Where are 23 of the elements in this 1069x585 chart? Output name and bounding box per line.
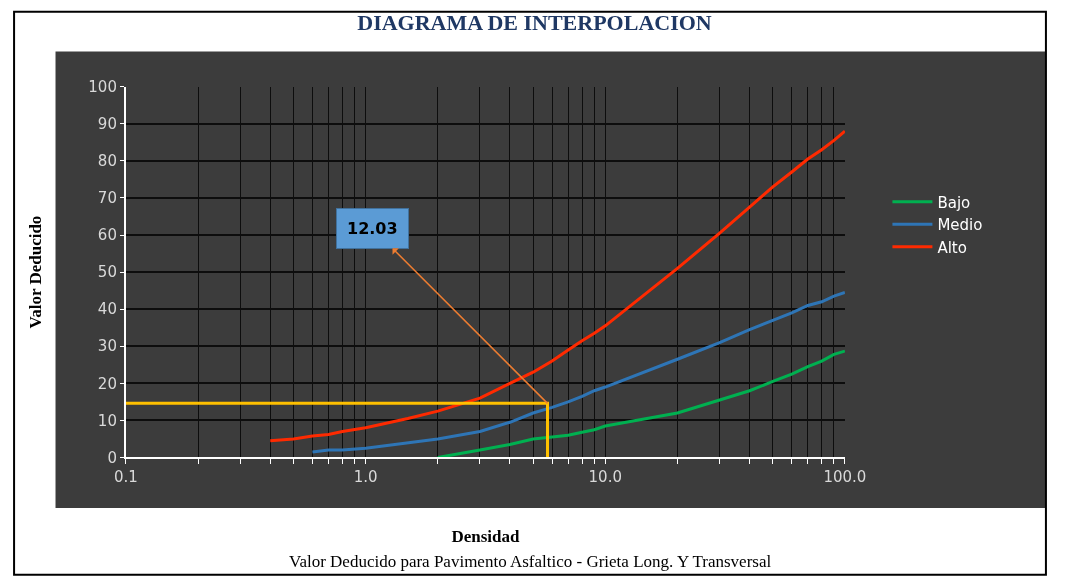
y-tick-label: 60 [97, 226, 117, 245]
x-tick-label: 100.0 [823, 468, 867, 487]
legend-label: Alto [937, 238, 967, 257]
y-tick-label: 100 [88, 77, 117, 96]
y-tick-label: 80 [97, 152, 117, 171]
y-tick-label: 70 [97, 189, 117, 208]
x-tick-label: 10.0 [588, 468, 622, 487]
y-tick-label: 40 [97, 300, 117, 319]
y-tick-label: 50 [97, 263, 117, 282]
legend-label: Medio [937, 216, 983, 235]
y-tick-label: 30 [97, 337, 117, 356]
y-tick-label: 90 [97, 115, 117, 134]
x-tick-label: 1.0 [353, 468, 378, 487]
x-axis-title: Densidad [451, 527, 521, 547]
legend-label: Bajo [937, 193, 971, 212]
annotation: 12.03 [347, 219, 398, 238]
x-tick-label: 0.1 [114, 468, 138, 487]
y-axis-title: Valor Deducido [26, 215, 46, 329]
y-tick-label: 0 [107, 448, 117, 467]
text: Valor Deducido para Pavimento Asfaltico - Grieta Long. Y Transversal [289, 552, 772, 571]
y-tick-label: 10 [97, 411, 117, 430]
y-tick-label: 20 [97, 374, 117, 393]
chart-title: DIAGRAMA DE INTERPOLACION [357, 9, 712, 35]
